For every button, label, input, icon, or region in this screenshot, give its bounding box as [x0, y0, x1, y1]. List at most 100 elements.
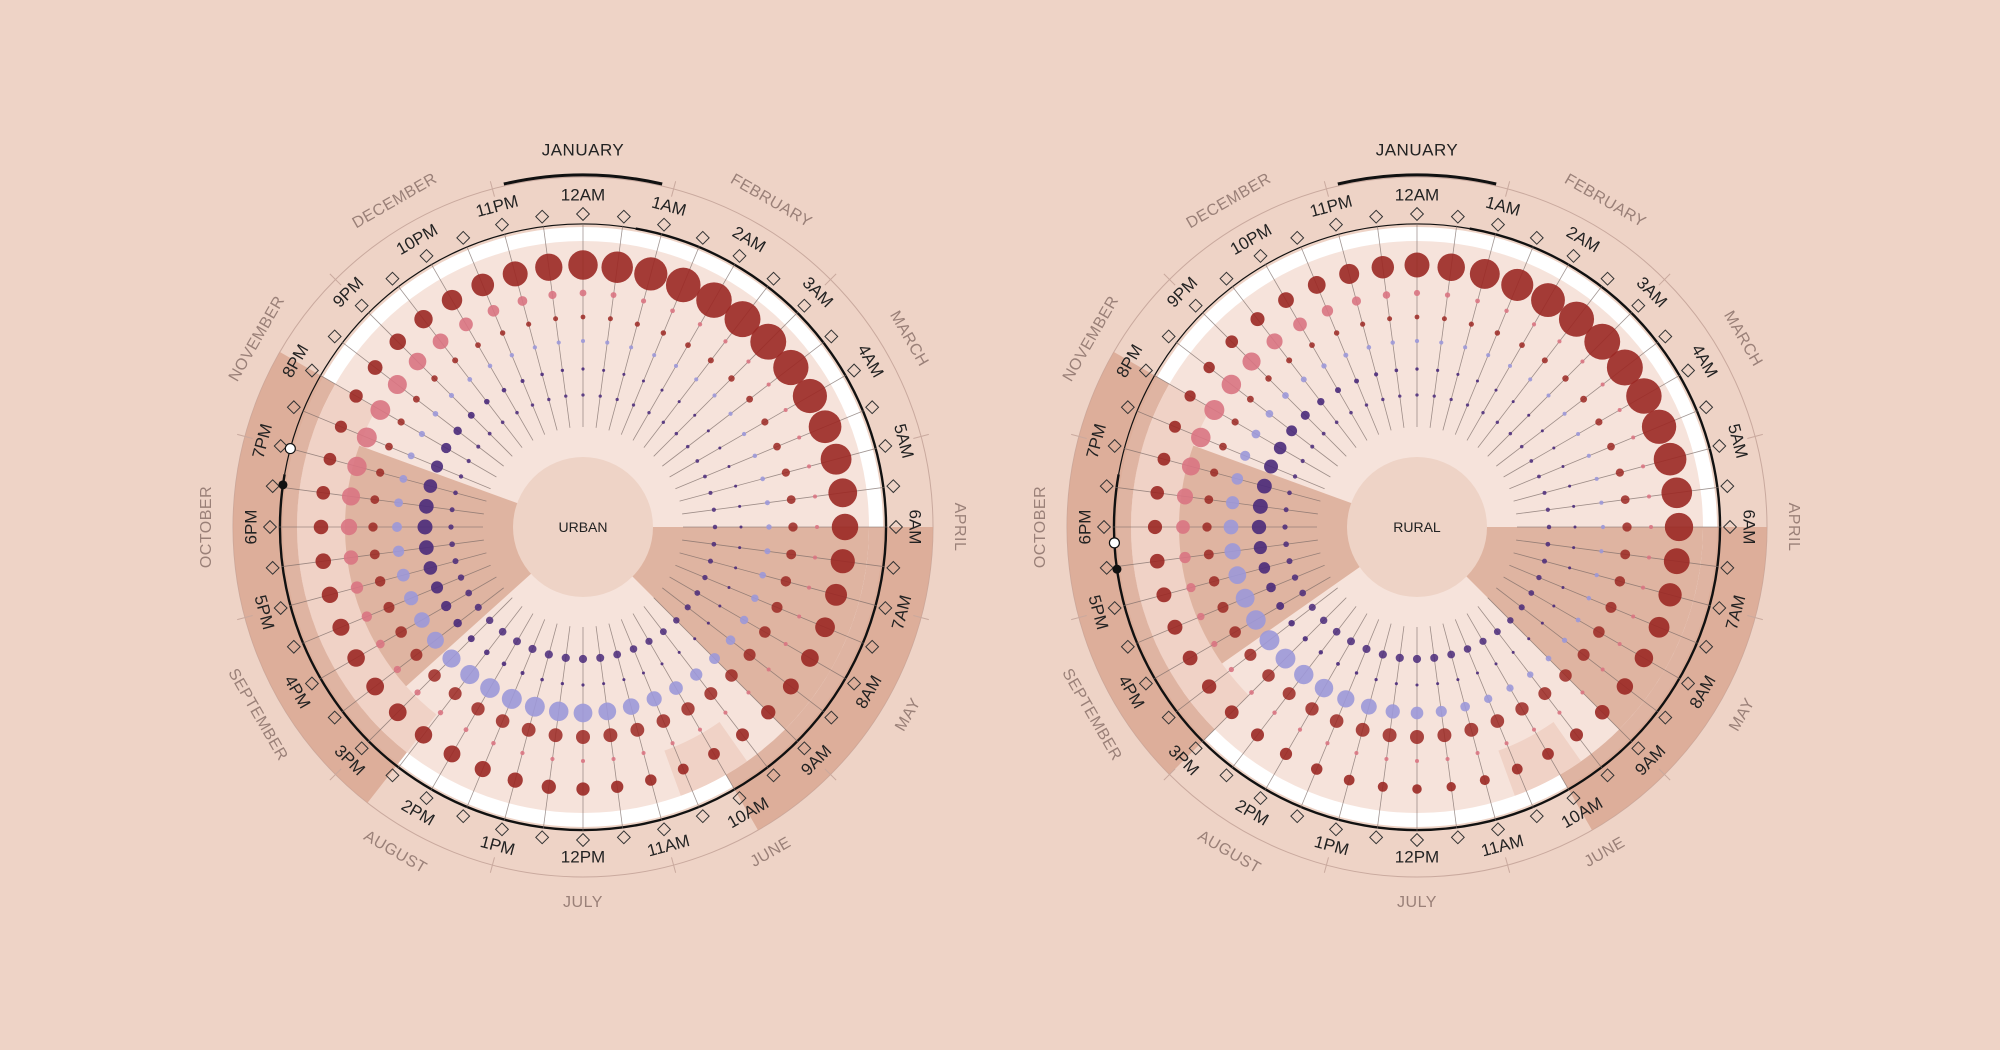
data-dot[interactable]	[1283, 541, 1289, 548]
data-dot[interactable]	[673, 617, 680, 624]
data-dot[interactable]	[750, 323, 787, 360]
data-dot[interactable]	[428, 669, 441, 682]
data-dot[interactable]	[1307, 276, 1326, 294]
data-dot[interactable]	[792, 378, 828, 414]
data-dot[interactable]	[452, 558, 459, 565]
data-dot[interactable]	[448, 524, 454, 530]
data-dot[interactable]	[631, 403, 636, 407]
data-dot[interactable]	[487, 363, 493, 369]
data-dot[interactable]	[452, 357, 459, 364]
data-dot[interactable]	[783, 407, 788, 413]
data-dot[interactable]	[576, 782, 590, 796]
data-dot[interactable]	[771, 601, 783, 613]
diamond-icon[interactable]	[732, 248, 747, 264]
data-dot[interactable]	[601, 251, 633, 283]
diamond-icon[interactable]	[327, 329, 342, 344]
data-dot[interactable]	[1249, 690, 1254, 695]
diamond-icon[interactable]	[1099, 479, 1114, 494]
data-dot[interactable]	[1394, 368, 1399, 373]
data-dot[interactable]	[476, 444, 481, 449]
diamond-icon[interactable]	[385, 271, 400, 286]
diamond-icon[interactable]	[327, 710, 342, 725]
data-dot[interactable]	[484, 398, 490, 405]
data-dot[interactable]	[1387, 316, 1393, 322]
data-dot[interactable]	[580, 758, 586, 764]
data-dot[interactable]	[334, 420, 348, 433]
data-dot[interactable]	[1309, 342, 1315, 348]
data-dot[interactable]	[1223, 519, 1239, 535]
data-dot[interactable]	[759, 626, 771, 638]
diamond-icon[interactable]	[886, 479, 901, 494]
diamond-icon[interactable]	[695, 230, 710, 245]
data-dot[interactable]	[423, 561, 438, 575]
data-dot[interactable]	[1210, 468, 1219, 477]
data-dot[interactable]	[807, 585, 812, 590]
data-dot[interactable]	[1463, 645, 1472, 653]
data-dot[interactable]	[1347, 637, 1355, 646]
data-dot[interactable]	[1511, 650, 1515, 654]
data-dot[interactable]	[684, 604, 691, 611]
diamond-icon[interactable]	[354, 741, 369, 756]
data-dot[interactable]	[1507, 363, 1513, 368]
data-dot[interactable]	[1374, 678, 1378, 682]
data-dot[interactable]	[727, 465, 731, 469]
data-dot[interactable]	[741, 431, 747, 437]
data-dot[interactable]	[1349, 410, 1353, 415]
data-dot[interactable]	[323, 452, 337, 466]
data-dot[interactable]	[1561, 585, 1565, 589]
data-dot[interactable]	[1259, 630, 1280, 651]
data-dot[interactable]	[453, 618, 462, 628]
data-dot[interactable]	[615, 397, 619, 402]
data-dot[interactable]	[1557, 710, 1562, 715]
data-dot[interactable]	[1308, 603, 1316, 611]
data-dot[interactable]	[407, 452, 415, 460]
data-dot[interactable]	[502, 261, 528, 287]
data-dot[interactable]	[831, 513, 859, 541]
data-dot[interactable]	[1494, 662, 1498, 666]
data-dot[interactable]	[1540, 621, 1544, 625]
data-dot[interactable]	[1594, 704, 1610, 720]
data-dot[interactable]	[1527, 671, 1534, 678]
data-dot[interactable]	[812, 494, 817, 499]
data-dot[interactable]	[690, 668, 703, 681]
data-dot[interactable]	[485, 616, 494, 625]
data-dot[interactable]	[641, 379, 645, 383]
data-dot[interactable]	[581, 683, 585, 687]
data-dot[interactable]	[645, 774, 657, 786]
diamond-icon[interactable]	[1409, 832, 1425, 848]
diamond-icon[interactable]	[1680, 676, 1696, 691]
data-dot[interactable]	[1366, 345, 1372, 350]
data-dot[interactable]	[553, 316, 559, 322]
data-dot[interactable]	[1600, 667, 1605, 672]
data-dot[interactable]	[1542, 748, 1554, 760]
data-dot[interactable]	[457, 574, 465, 581]
data-dot[interactable]	[1584, 323, 1621, 360]
data-dot[interactable]	[1355, 722, 1370, 737]
data-dot[interactable]	[1468, 321, 1474, 327]
data-dot[interactable]	[1191, 427, 1211, 448]
data-dot[interactable]	[797, 614, 802, 619]
data-dot[interactable]	[521, 722, 536, 737]
data-dot[interactable]	[1558, 301, 1595, 337]
diamond-icon[interactable]	[1099, 560, 1114, 575]
data-dot[interactable]	[347, 456, 367, 477]
data-dot[interactable]	[1235, 588, 1255, 608]
diamond-icon[interactable]	[304, 363, 320, 378]
data-dot[interactable]	[1552, 604, 1556, 608]
data-dot[interactable]	[602, 368, 606, 372]
data-dot[interactable]	[1382, 728, 1397, 743]
data-dot[interactable]	[465, 589, 473, 597]
data-dot[interactable]	[513, 637, 521, 646]
diamond-icon[interactable]	[846, 363, 862, 378]
data-dot[interactable]	[670, 308, 675, 314]
data-dot[interactable]	[759, 571, 766, 579]
data-dot[interactable]	[1620, 549, 1631, 560]
data-dot[interactable]	[622, 372, 626, 376]
data-dot[interactable]	[332, 618, 350, 636]
data-dot[interactable]	[560, 682, 565, 686]
data-dot[interactable]	[1265, 375, 1272, 382]
data-dot[interactable]	[1404, 252, 1430, 278]
data-dot[interactable]	[598, 702, 617, 721]
diamond-icon[interactable]	[1680, 363, 1696, 378]
data-dot[interactable]	[1580, 359, 1585, 364]
